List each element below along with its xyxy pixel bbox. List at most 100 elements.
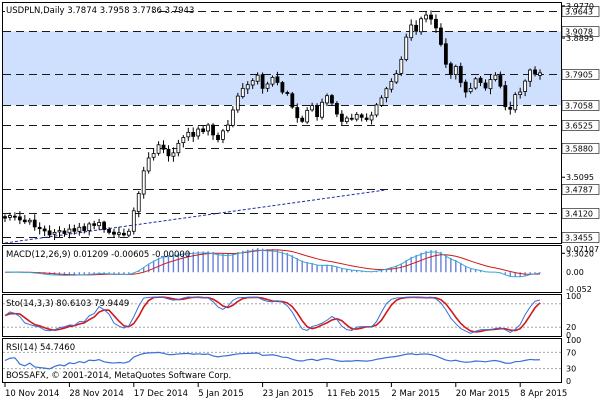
stochastic-axis-label: 100 xyxy=(566,292,581,301)
header-backdrop xyxy=(5,5,153,16)
date-axis-label: 2 Mar 2015 xyxy=(391,389,439,399)
candle-body xyxy=(196,128,201,137)
candle-body xyxy=(478,77,483,83)
candle-body xyxy=(518,91,523,96)
candle-body xyxy=(528,69,532,82)
candle-body xyxy=(305,109,310,123)
candle-body xyxy=(141,170,146,195)
candle-body xyxy=(513,94,518,111)
candle-body xyxy=(483,82,488,89)
candle-body xyxy=(369,114,374,121)
stochastic-label: Sto(14,3,3) 80.6103 79.9449 xyxy=(6,299,129,309)
candle-body xyxy=(503,85,508,108)
candle-body xyxy=(334,103,339,115)
level-price-label: 3.9078 xyxy=(565,28,593,37)
candle-body xyxy=(211,124,215,136)
candle-body xyxy=(121,232,126,236)
candle-body xyxy=(22,219,27,223)
level-price-tag xyxy=(561,232,600,243)
candle-body xyxy=(473,78,478,89)
macd-axis-label: 0.07107 xyxy=(566,245,599,254)
rsi-axis-label: 0 xyxy=(566,377,571,386)
level-price-label: 3.5880 xyxy=(565,145,593,154)
rsi-axis-label: 70 xyxy=(566,348,576,357)
candle-body xyxy=(102,221,106,230)
stochastic-panel-frame xyxy=(2,294,562,337)
level-price-label: 3.7905 xyxy=(565,71,593,80)
candle-body xyxy=(330,95,334,104)
candle-body xyxy=(295,107,300,119)
candle-body xyxy=(221,130,225,140)
candle-body xyxy=(8,215,12,218)
candle-body xyxy=(498,75,503,87)
candle-body xyxy=(354,113,359,120)
date-axis-label: 5 Jan 2015 xyxy=(198,389,244,399)
candle-body xyxy=(166,148,171,157)
candle-body xyxy=(186,131,191,138)
candle-body xyxy=(171,152,176,157)
candle-body xyxy=(156,144,161,154)
candle-body xyxy=(235,95,240,111)
candle-body xyxy=(325,95,329,104)
rsi-panel-frame xyxy=(2,338,562,383)
candle-body xyxy=(488,79,493,90)
candle-body xyxy=(216,134,220,141)
candle-body xyxy=(146,157,151,172)
date-axis-label: 8 Apr 2015 xyxy=(520,389,567,399)
date-axis-label: 28 Nov 2014 xyxy=(69,389,123,399)
axes: 3.9643 3.9078 3.7905 3.7058 3.6525 3.5880 3.47… xyxy=(4,2,600,399)
price-tick-label: 3.8895 xyxy=(566,34,594,43)
candle-body xyxy=(201,128,206,133)
candle-body xyxy=(419,18,424,33)
macd-panel xyxy=(4,248,541,278)
candle-body xyxy=(300,117,305,122)
candle-body xyxy=(414,24,419,32)
candle-body xyxy=(275,76,280,83)
candle-body xyxy=(47,230,52,236)
candle-body xyxy=(87,223,92,232)
candle-body xyxy=(92,223,97,226)
copyright-watermark: BOSSAFX, © 2001-2014, MetaQuotes Softwar… xyxy=(6,371,231,381)
candle-body xyxy=(136,193,141,212)
macd-signal-line xyxy=(4,249,541,276)
panel-frames xyxy=(2,2,562,383)
candle-body xyxy=(379,97,384,106)
candle-body xyxy=(349,117,354,120)
candle-body xyxy=(107,228,111,233)
date-axis-label: 20 Mar 2015 xyxy=(456,389,510,399)
candle-body xyxy=(364,117,369,120)
candle-body xyxy=(226,124,230,131)
level-price-tag xyxy=(561,208,600,219)
candle-body xyxy=(453,65,458,76)
rsi-label: RSI(14) 54.7460 xyxy=(6,343,75,353)
candle-body xyxy=(255,74,260,82)
trend-line xyxy=(4,189,387,244)
candle-body xyxy=(280,82,285,93)
level-price-tag xyxy=(561,143,600,154)
candle-body xyxy=(67,228,72,234)
candle-body xyxy=(27,219,32,223)
level-price-label: 3.9643 xyxy=(565,8,593,17)
candle-body xyxy=(443,43,448,65)
price-tick-label: 3.3020 xyxy=(566,249,594,258)
candle-body xyxy=(112,231,116,235)
candle-body xyxy=(310,105,315,111)
candle-body xyxy=(32,219,37,228)
candle-body xyxy=(409,24,414,39)
candle-body xyxy=(424,14,428,20)
candle-body xyxy=(374,104,379,116)
candle-body xyxy=(126,230,131,236)
stochastic-main-line xyxy=(4,296,541,334)
level-price-tag xyxy=(561,184,600,195)
macd-panel-frame xyxy=(2,245,562,293)
candle-body xyxy=(315,105,319,117)
candle-body xyxy=(320,101,324,118)
candle-body xyxy=(533,69,537,75)
level-price-tag xyxy=(561,120,600,131)
candle-body xyxy=(230,109,235,126)
candle-body xyxy=(17,216,22,221)
main-panel xyxy=(3,10,561,244)
candle-body xyxy=(265,83,270,89)
price-tick-label: 3.9770 xyxy=(566,2,594,11)
